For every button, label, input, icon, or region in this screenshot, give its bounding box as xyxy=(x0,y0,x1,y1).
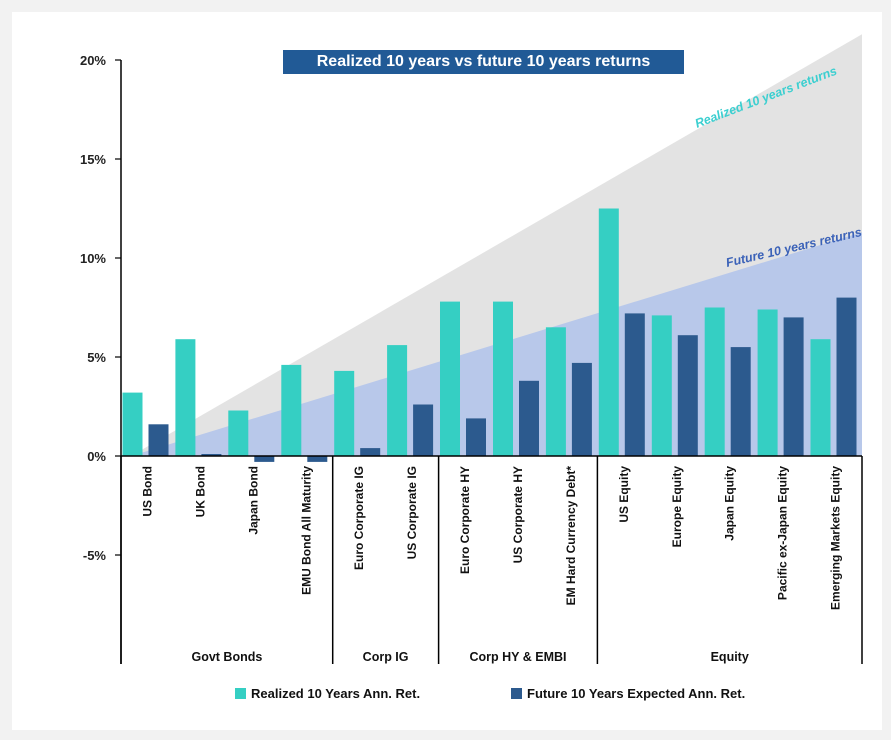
group-label-3: Equity xyxy=(711,650,749,664)
group-label-0: Govt Bonds xyxy=(191,650,262,664)
legend-item-future: Future 10 Years Expected Ann. Ret. xyxy=(511,686,745,701)
y-tick-label-1: 15% xyxy=(80,152,106,167)
bar-future-11 xyxy=(730,347,751,456)
x-tick-label-6: Euro Corporate HY xyxy=(458,466,472,574)
x-tick-label-7: US Corporate HY xyxy=(511,466,525,563)
x-tick-label-5: US Corporate IG xyxy=(405,466,419,559)
x-tick-label-13: Emerging Markets Equity xyxy=(829,466,843,610)
bar-future-12 xyxy=(783,317,804,456)
legend-swatch-future xyxy=(511,688,522,699)
bar-future-3 xyxy=(307,456,328,462)
bar-realized-5 xyxy=(387,345,408,456)
y-tick-label-4: 0% xyxy=(87,449,106,464)
bar-realized-12 xyxy=(757,309,778,456)
bar-realized-7 xyxy=(493,301,513,456)
bar-future-5 xyxy=(413,404,434,456)
x-tick-label-8: EM Hard Currency Debt* xyxy=(564,466,578,606)
legend-label-future: Future 10 Years Expected Ann. Ret. xyxy=(527,686,746,701)
x-tick-label-2: Japan Bond xyxy=(246,466,260,535)
bar-realized-6 xyxy=(440,301,460,456)
bar-future-8 xyxy=(571,362,592,456)
bar-future-4 xyxy=(360,448,381,456)
y-tick-label-2: 10% xyxy=(80,251,106,266)
bar-realized-10 xyxy=(651,315,672,456)
bar-future-1 xyxy=(201,454,222,456)
y-tick-label-5: -5% xyxy=(83,548,107,563)
x-tick-label-9: US Equity xyxy=(617,466,631,523)
bar-realized-13 xyxy=(810,339,831,456)
y-tick-label-3: 5% xyxy=(87,350,106,365)
bar-future-6 xyxy=(466,418,486,456)
bar-realized-11 xyxy=(704,307,725,456)
group-label-1: Corp IG xyxy=(363,650,409,664)
bar-future-13 xyxy=(836,297,857,456)
legend-swatch-realized xyxy=(235,688,246,699)
x-tick-label-1: UK Bond xyxy=(193,466,207,517)
bar-realized-0 xyxy=(122,392,143,456)
x-tick-label-12: Pacific ex-Japan Equity xyxy=(776,466,790,600)
bar-future-9 xyxy=(624,313,645,456)
x-tick-label-3: EMU Bond All Maturity xyxy=(299,466,313,595)
bar-realized-1 xyxy=(175,339,196,456)
bar-realized-9 xyxy=(598,208,619,456)
bar-realized-8 xyxy=(545,327,566,456)
bar-future-2 xyxy=(254,456,275,462)
legend-item-realized: Realized 10 Years Ann. Ret. xyxy=(235,686,420,701)
legend: Realized 10 Years Ann. Ret. Future 10 Ye… xyxy=(0,686,891,706)
bar-realized-4 xyxy=(334,370,355,456)
group-label-2: Corp HY & EMBI xyxy=(470,650,567,664)
x-tick-label-10: Europe Equity xyxy=(670,466,684,548)
bar-future-10 xyxy=(677,335,698,456)
legend-label-realized: Realized 10 Years Ann. Ret. xyxy=(251,686,421,701)
x-tick-label-0: US Bond xyxy=(141,466,155,517)
bar-future-0 xyxy=(148,424,169,456)
bar-realized-2 xyxy=(228,410,249,456)
x-tick-label-11: Japan Equity xyxy=(723,466,737,541)
y-tick-label-0: 20% xyxy=(80,53,106,68)
chart-title: Realized 10 years vs future 10 years ret… xyxy=(283,50,684,74)
bar-future-7 xyxy=(519,380,539,456)
x-tick-label-4: Euro Corporate IG xyxy=(352,466,366,570)
bar-realized-3 xyxy=(281,364,302,456)
